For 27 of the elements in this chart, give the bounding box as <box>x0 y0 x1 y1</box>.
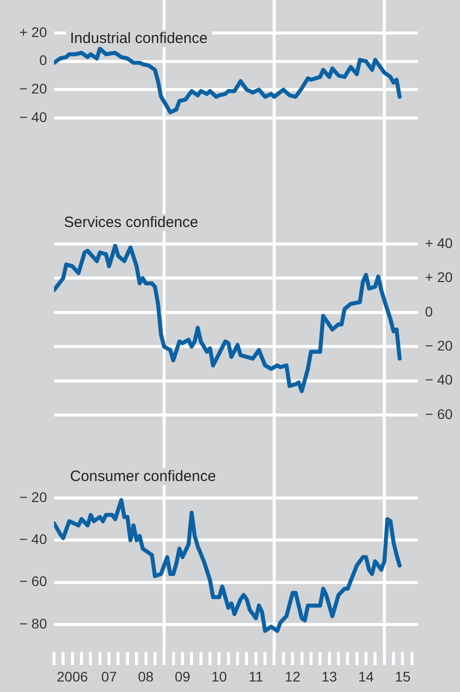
y2-tick-label: + 40 <box>425 234 453 251</box>
x-tick-label: 07 <box>101 668 118 684</box>
x-tick-label: 2006 <box>56 668 88 684</box>
x-tick-label: 14 <box>358 668 374 684</box>
y2-tick-label: 0 <box>425 303 433 320</box>
y-tick-label: − 40 <box>19 531 48 548</box>
x-tick-label: 08 <box>138 668 154 684</box>
y-tick-label: + 20 <box>19 24 48 40</box>
chart-title: Services confidence <box>60 214 202 231</box>
y-tick-label: − 20 <box>19 488 48 505</box>
chart-title: Consumer confidence <box>66 468 220 485</box>
y2-tick-label: − 60 <box>425 406 453 422</box>
x-tick-label: 13 <box>322 668 338 684</box>
x-tick-label: 15 <box>394 668 411 684</box>
y2-tick-label: + 20 <box>425 269 453 286</box>
y-tick-label: − 60 <box>19 573 48 590</box>
x-tick-label: 10 <box>211 668 228 684</box>
x-tick-label: 12 <box>284 668 301 684</box>
y-tick-label: − 20 <box>19 80 48 97</box>
y2-tick-label: − 20 <box>425 337 453 354</box>
y-tick-label: 0 <box>39 52 48 68</box>
chart-title: Industrial confidence <box>66 30 212 47</box>
x-tick-label: 09 <box>174 668 190 684</box>
y2-tick-label: − 40 <box>425 372 453 388</box>
y-tick-label: − 80 <box>19 615 48 632</box>
x-tick-label: 11 <box>248 668 264 684</box>
y-tick-label: − 40 <box>19 108 48 125</box>
